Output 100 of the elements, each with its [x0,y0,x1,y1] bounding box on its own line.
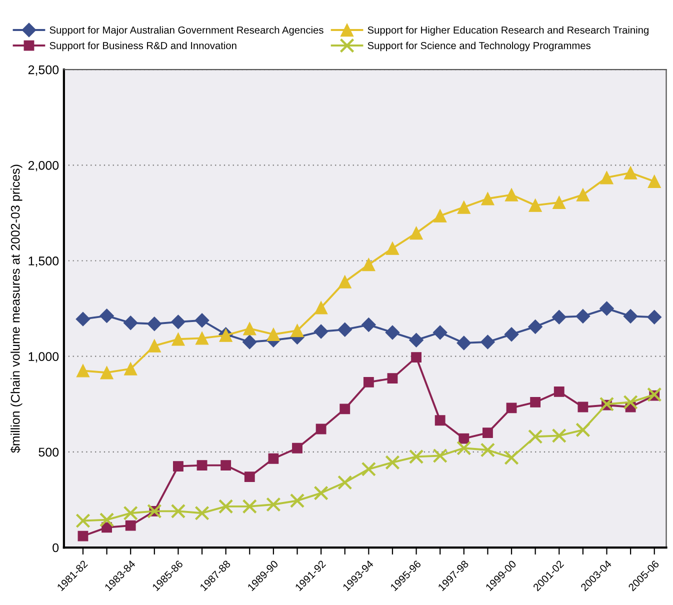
point [552,310,566,324]
point [530,397,541,408]
point [124,362,138,376]
point [648,174,661,188]
point [578,402,588,412]
point [552,428,566,444]
y-tick-label: 0 [52,543,59,552]
point [528,429,543,444]
point [600,301,614,316]
point [434,415,446,426]
point [361,318,376,332]
point [624,166,638,180]
point [194,313,210,328]
point [504,327,519,342]
y-tick-label: 500 [38,448,59,457]
point [504,450,519,466]
point [268,453,279,464]
point [316,424,326,434]
point [340,404,350,414]
point [76,513,90,528]
point [387,373,398,384]
point [314,300,328,314]
point [290,324,304,338]
point [99,512,114,528]
point [218,499,234,514]
point [242,499,257,514]
point [123,506,138,520]
point [194,506,210,520]
point [196,460,208,471]
point [338,275,352,288]
point [266,328,280,341]
point [338,322,352,337]
point [410,226,423,240]
point [528,319,543,334]
point [456,440,472,456]
point [220,460,232,471]
point [147,316,162,332]
point [623,308,638,324]
point [456,336,472,350]
legend-label: Support for Major Australian Government Research Agencies [50,26,324,36]
point [244,472,255,482]
point [433,209,447,222]
point [647,310,662,324]
legend-label: Support for Higher Education Research and Research Training [368,26,648,36]
point [292,442,302,454]
point [623,394,638,410]
point [362,258,376,272]
y-axis-title: $million (Chain volume measures at 2002-03 prices) [10,164,22,453]
point [600,170,614,184]
point [76,312,90,326]
point [363,376,374,388]
point [576,308,590,324]
point [100,308,114,324]
point [338,475,352,490]
point [195,332,209,345]
point [314,486,328,500]
point [481,192,494,206]
point [576,188,590,202]
point [504,188,518,202]
point [599,396,614,412]
point [76,364,90,378]
point [148,339,162,352]
point [432,448,448,464]
point [170,504,186,519]
y-tick-label: 2,000 [28,160,59,172]
point [266,497,281,512]
point [552,196,566,210]
point [506,402,517,414]
point [170,314,186,330]
point [361,462,376,476]
point [480,334,495,350]
point [242,334,257,350]
point [408,449,424,464]
point [100,366,114,380]
point [386,242,400,255]
point [647,387,662,402]
y-tick-label: 1,500 [28,256,59,267]
point [411,352,422,363]
point [528,198,542,212]
point [457,200,471,214]
point [172,332,185,346]
point [290,493,305,508]
point [482,428,493,438]
point [123,316,138,330]
point [432,325,448,340]
y-tick-label: 1,000 [28,352,59,362]
point [125,520,136,531]
legend-label: Support for Science and Technology Programmes [368,42,590,52]
point [458,433,470,444]
point [409,332,424,348]
point [314,324,328,339]
point [576,422,590,438]
legend-label: Support for Business R&D and Innovation [50,42,236,52]
point [243,322,256,336]
point [385,325,400,340]
point [554,386,564,397]
point [385,455,400,470]
y-tick-label: 2,500 [28,65,59,76]
point [480,442,496,458]
point [173,461,184,472]
